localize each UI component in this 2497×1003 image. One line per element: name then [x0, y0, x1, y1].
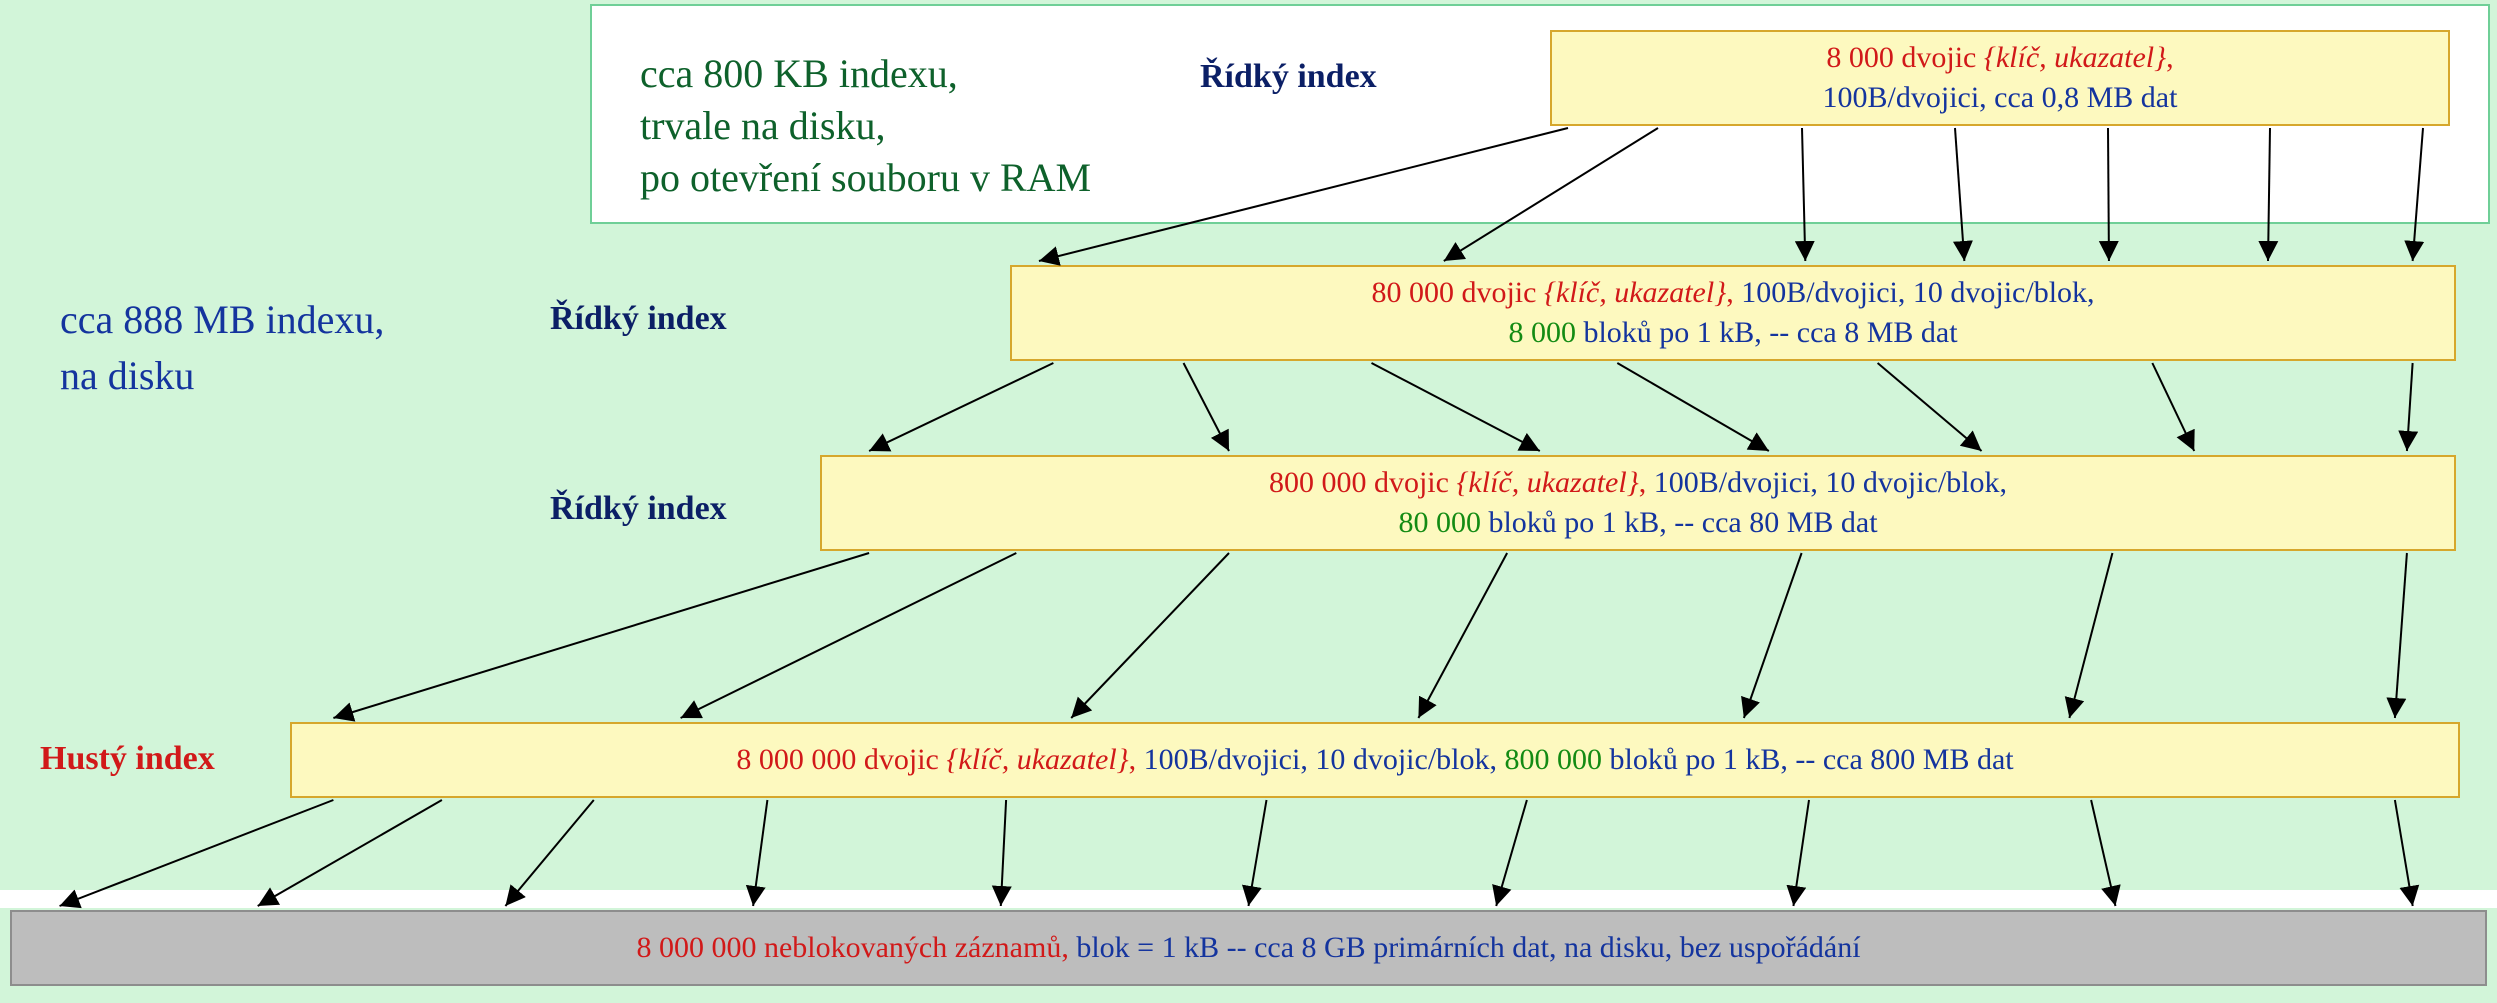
arrow	[2395, 553, 2407, 718]
note-ram: cca 800 KB indexu,trvale na disku,po ote…	[640, 48, 1091, 204]
arrow	[1071, 553, 1229, 718]
arrow	[1184, 363, 1229, 451]
level-box-l5: 8 000 000 neblokovaných záznamů, blok = …	[10, 910, 2487, 986]
box-text-line: 80 000 dvojic {klíč, ukazatel}, 100B/dvo…	[1022, 273, 2444, 314]
level-box-l1: 8 000 dvojic {klíč, ukazatel},100B/dvoji…	[1550, 30, 2450, 126]
box-text-line: 100B/dvojici, cca 0,8 MB dat	[1562, 78, 2438, 119]
arrow	[1744, 553, 1802, 718]
box-text-line: 8 000 bloků po 1 kB, -- cca 8 MB dat	[1022, 313, 2444, 354]
box-text-line: 8 000 000 neblokovaných záznamů, blok = …	[22, 928, 2475, 969]
label-sparse-index-3: Řídký index	[550, 490, 727, 528]
level-box-l3: 800 000 dvojic {klíč, ukazatel}, 100B/dv…	[820, 455, 2456, 551]
box-text-line: 8 000 dvojic {klíč, ukazatel},	[1562, 38, 2438, 79]
level-box-l4: 8 000 000 dvojic {klíč, ukazatel}, 100B/…	[290, 722, 2460, 798]
level-box-l2: 80 000 dvojic {klíč, ukazatel}, 100B/dvo…	[1010, 265, 2456, 361]
separator-strip	[0, 890, 2497, 908]
arrow	[869, 363, 1053, 451]
box-text-line: 800 000 dvojic {klíč, ukazatel}, 100B/dv…	[832, 463, 2444, 504]
arrow	[1878, 363, 1982, 451]
arrow	[1372, 363, 1540, 451]
box-text-line: 8 000 000 dvojic {klíč, ukazatel}, 100B/…	[302, 740, 2448, 781]
label-sparse-index-2: Řídký index	[550, 300, 727, 338]
label-sparse-index-1: Řídký index	[1200, 58, 1377, 96]
arrow	[333, 553, 869, 718]
label-dense-index: Hustý index	[40, 740, 215, 778]
note-disk: cca 888 MB indexu,na disku	[60, 292, 384, 404]
diagram-stage: 8 000 dvojic {klíč, ukazatel},100B/dvoji…	[0, 0, 2497, 1003]
arrow	[2069, 553, 2112, 718]
box-text-line: 80 000 bloků po 1 kB, -- cca 80 MB dat	[832, 503, 2444, 544]
arrow	[1617, 363, 1769, 451]
arrow	[2407, 363, 2413, 451]
arrow	[1418, 553, 1507, 718]
arrow	[2152, 363, 2194, 451]
arrow	[681, 553, 1017, 718]
